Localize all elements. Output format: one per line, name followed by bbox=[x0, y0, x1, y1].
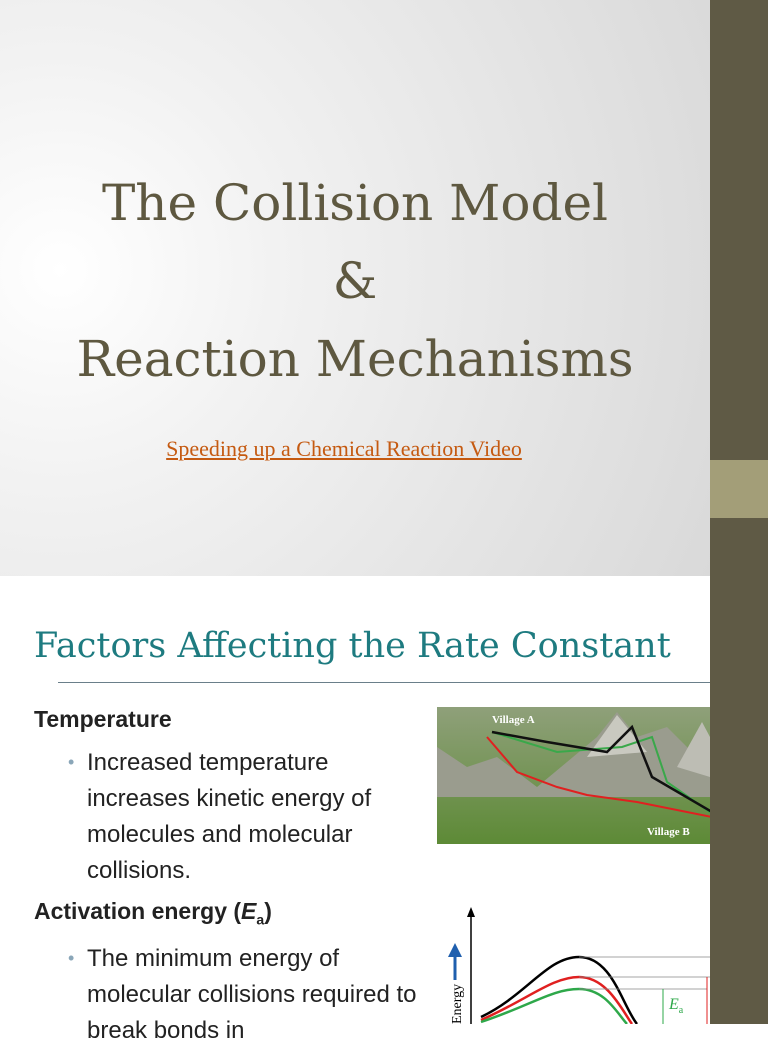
bullet-text: Increased temperature increases kinetic … bbox=[87, 749, 372, 884]
title-line: The Collision Model bbox=[101, 174, 609, 232]
landscape-image: Village A Village B bbox=[437, 707, 710, 844]
ea-label: Ea bbox=[709, 992, 710, 1012]
title-slide: The Collision Model & Reaction Mechanism… bbox=[0, 0, 710, 576]
heading-subscript: a bbox=[256, 911, 265, 928]
bullet-text: The minimum energy of molecular collisio… bbox=[87, 945, 417, 1044]
section-heading: Temperature bbox=[34, 706, 172, 732]
side-band bbox=[710, 460, 768, 518]
bullet-dot: • bbox=[68, 948, 75, 968]
ea-label: Ea bbox=[668, 996, 684, 1016]
ea-subscript: a bbox=[679, 1005, 684, 1016]
heading-end: ) bbox=[264, 898, 272, 924]
ea-symbol: E bbox=[709, 992, 710, 1009]
title-rule bbox=[58, 682, 710, 683]
title-line: & bbox=[332, 252, 378, 310]
heading-symbol: E bbox=[241, 898, 257, 924]
slide-title: Factors Affecting the Rate Constant bbox=[34, 626, 671, 666]
section-heading: Activation energy (Ea) bbox=[34, 898, 272, 928]
bullet-dot: • bbox=[68, 752, 75, 772]
video-link[interactable]: Speeding up a Chemical Reaction Video bbox=[166, 436, 522, 461]
village-label: Village B bbox=[647, 826, 690, 838]
heading-text: Activation energy ( bbox=[34, 898, 242, 924]
axis-label: Energy bbox=[450, 984, 465, 1024]
ea-symbol: E bbox=[668, 996, 679, 1013]
village-label: Village A bbox=[492, 714, 535, 726]
energy-diagram: Energy Ea Ea Ea bbox=[448, 907, 710, 1024]
title-line: Reaction Mechanisms bbox=[76, 330, 634, 388]
